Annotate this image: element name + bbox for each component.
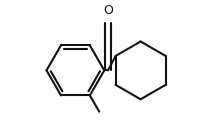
Text: O: O xyxy=(103,4,113,17)
